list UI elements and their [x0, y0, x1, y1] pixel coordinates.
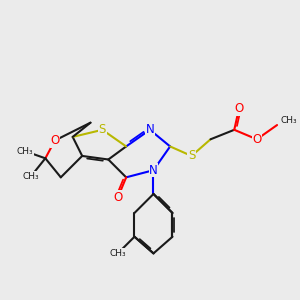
Text: CH₃: CH₃	[280, 116, 297, 125]
Text: CH₃: CH₃	[17, 147, 34, 156]
Text: O: O	[50, 134, 59, 147]
Text: O: O	[234, 102, 244, 115]
Text: CH₃: CH₃	[23, 172, 39, 181]
Text: S: S	[99, 123, 106, 136]
Text: O: O	[252, 133, 262, 146]
Text: CH₃: CH₃	[110, 249, 126, 258]
Text: S: S	[188, 149, 195, 162]
Text: N: N	[146, 123, 154, 136]
Text: O: O	[113, 191, 122, 204]
Text: N: N	[149, 164, 158, 177]
